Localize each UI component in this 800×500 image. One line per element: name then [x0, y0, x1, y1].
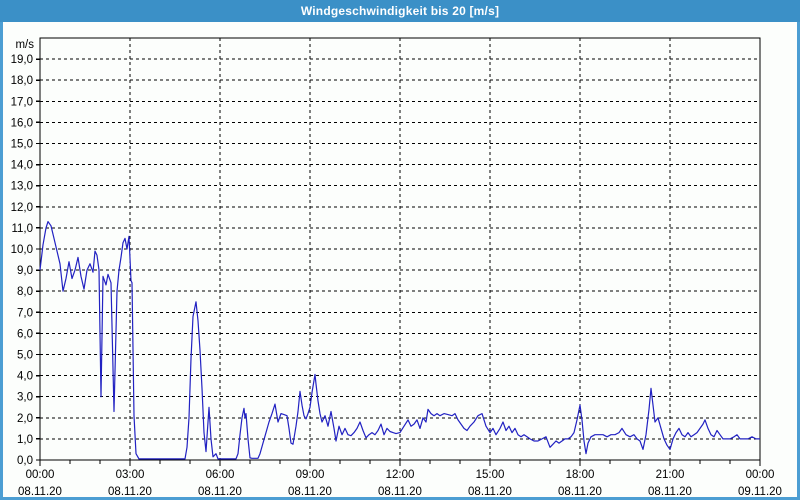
y-tick-label: 11,0	[11, 223, 33, 235]
y-tick-label: 8,0	[17, 286, 33, 298]
y-tick-label: 16,0	[11, 117, 33, 129]
y-tick-label: 15,0	[11, 139, 33, 151]
x-tick-time-label: 06:00	[206, 469, 235, 481]
x-tick-date-label: 08.11.20	[198, 486, 242, 498]
y-tick-label: 10,0	[11, 244, 33, 256]
x-tick-time-label: 12:00	[386, 469, 415, 481]
y-tick-label: 2,0	[17, 413, 33, 425]
x-tick-time-label: 15:00	[476, 469, 505, 481]
x-tick-time-label: 21:00	[656, 469, 685, 481]
y-tick-label: 4,0	[17, 371, 33, 383]
y-tick-label: 0,0	[17, 455, 33, 467]
x-tick-date-label: 08.11.20	[378, 486, 422, 498]
x-tick-date-label: 08.11.20	[288, 486, 332, 498]
x-tick-time-label: 18:00	[566, 469, 595, 481]
x-tick-date-label: 09.11.20	[738, 486, 782, 498]
page-title: Windgeschwindigkeit bis 20 [m/s]	[300, 4, 500, 18]
y-tick-label: 9,0	[17, 265, 33, 277]
y-tick-label: 13,0	[11, 181, 33, 193]
window-border-left	[0, 22, 3, 500]
y-tick-label: 12,0	[11, 202, 33, 214]
x-tick-date-label: 08.11.20	[468, 486, 512, 498]
y-tick-label: 6,0	[17, 328, 33, 340]
y-tick-label: 17,0	[11, 96, 33, 108]
y-tick-label: 7,0	[17, 307, 33, 319]
window-border-bottom	[0, 497, 800, 500]
wind-speed-line	[39, 221, 760, 460]
x-tick-date-label: 08.11.20	[558, 486, 602, 498]
y-tick-label: 19,0	[11, 54, 33, 66]
x-tick-time-label: 00:00	[26, 469, 55, 481]
y-tick-label: 1,0	[17, 434, 33, 446]
y-tick-label: 5,0	[17, 350, 33, 362]
y-tick-label: 18,0	[11, 75, 33, 87]
y-tick-label: 3,0	[17, 392, 33, 404]
x-tick-time-label: 00:00	[746, 469, 775, 481]
x-tick-date-label: 08.11.20	[18, 486, 62, 498]
y-tick-label: 14,0	[11, 160, 33, 172]
x-tick-time-label: 03:00	[116, 469, 145, 481]
y-axis-unit-label: m/s	[15, 39, 34, 51]
window-titlebar: Windgeschwindigkeit bis 20 [m/s]	[0, 0, 800, 22]
window-border-right	[797, 22, 800, 500]
x-tick-date-label: 08.11.20	[108, 486, 152, 498]
x-tick-time-label: 09:00	[296, 469, 325, 481]
x-tick-date-label: 08.11.20	[648, 486, 692, 498]
